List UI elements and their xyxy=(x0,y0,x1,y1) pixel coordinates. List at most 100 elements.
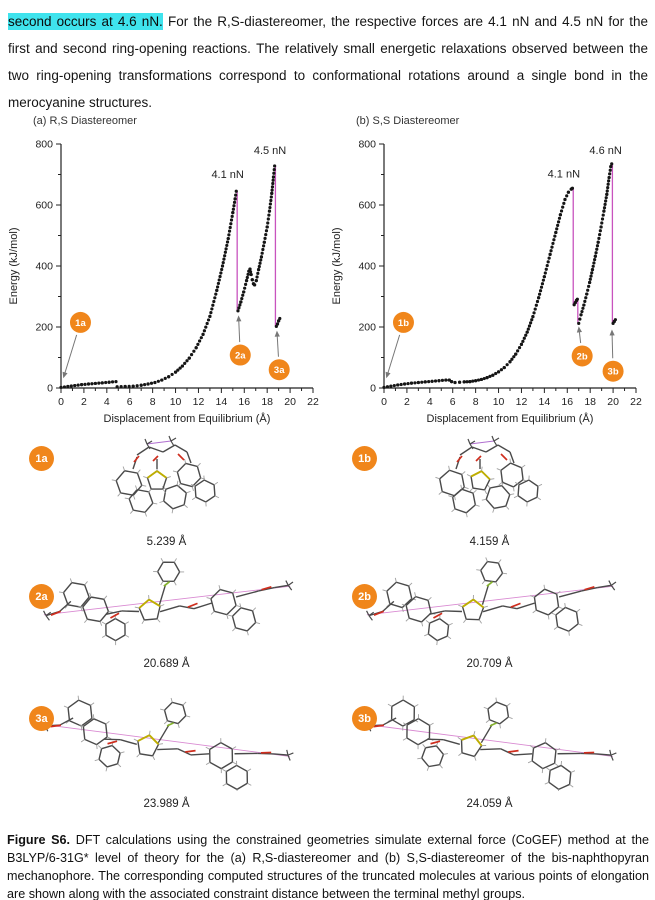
ring-opening-drops xyxy=(572,163,614,323)
svg-text:6: 6 xyxy=(450,396,456,408)
svg-text:10: 10 xyxy=(170,396,182,408)
svg-text:2: 2 xyxy=(404,396,410,408)
constraint-distance-1b: 4.159 Å xyxy=(469,536,510,548)
structure-3b: 3b 24.059 Å xyxy=(328,678,651,818)
svg-text:12: 12 xyxy=(193,396,205,408)
constraint-distance-3a: 23.989 Å xyxy=(143,798,190,810)
figure-charts: (a) R,S Diastereomer 0 2 4 6 8 10 12 14 16 18 20 22 D… xyxy=(5,108,651,434)
force-annotation: 4.1 nN xyxy=(548,169,580,181)
callout-3a: 3a xyxy=(268,330,290,381)
molecule-sketch-1b xyxy=(350,425,630,534)
svg-text:8: 8 xyxy=(150,396,156,408)
y-axis-label: Energy (kJ/mol) xyxy=(8,227,20,304)
x-axis: 0 2 4 6 8 10 12 14 16 18 20 22 xyxy=(381,388,642,408)
badge-3b: 3b xyxy=(352,706,377,731)
svg-text:4: 4 xyxy=(104,396,110,408)
badge-1b: 1b xyxy=(352,446,377,471)
svg-text:2: 2 xyxy=(81,396,87,408)
svg-text:10: 10 xyxy=(493,396,505,408)
svg-text:400: 400 xyxy=(35,261,53,273)
highlighted-text: second occurs at 4.6 nN. xyxy=(8,12,163,30)
chart-svg: (a) R,S Diastereomer 0 2 4 6 8 10 12 14 16 18 20 22 D… xyxy=(8,115,319,425)
molecule-sketch-2b xyxy=(350,547,630,656)
svg-text:0: 0 xyxy=(381,396,387,408)
callout-1a: 1a xyxy=(62,311,91,379)
paragraph-text: For the R,S-diastereomer, the respective… xyxy=(8,13,648,110)
svg-text:3a: 3a xyxy=(274,365,285,376)
structure-1a: 1a 5.239 Å xyxy=(5,435,328,556)
constraint-distance-2b: 20.709 Å xyxy=(466,658,513,670)
force-annotation: 4.5 nN xyxy=(254,145,286,157)
badge-2a: 2a xyxy=(29,584,54,609)
molecule-sketch-1a xyxy=(27,425,307,534)
molecule-svg xyxy=(366,695,617,794)
svg-text:2a: 2a xyxy=(235,351,246,362)
svg-text:200: 200 xyxy=(35,322,53,334)
callout-2a: 2a xyxy=(229,315,251,366)
svg-text:8: 8 xyxy=(473,396,479,408)
molecule-svg xyxy=(365,557,616,646)
svg-text:0: 0 xyxy=(58,396,64,408)
svg-text:22: 22 xyxy=(307,396,319,408)
callout-1b: 1b xyxy=(385,311,414,379)
cogef-chart-ss: (b) S,S Diastereomer 0 2 4 6 8 10 12 14 16 18 20 22 D… xyxy=(328,108,651,434)
molecule-sketch-3a xyxy=(27,687,307,796)
callout-3b: 3b xyxy=(602,329,624,382)
svg-text:2b: 2b xyxy=(577,351,588,362)
svg-text:18: 18 xyxy=(261,396,273,408)
svg-text:18: 18 xyxy=(584,396,596,408)
x-axis-label: Displacement from Equilibrium (Å) xyxy=(104,412,271,425)
chart-title: (a) R,S Diastereomer xyxy=(33,115,137,127)
chart-title: (b) S,S Diastereomer xyxy=(356,115,460,127)
molecule-svg xyxy=(111,435,219,517)
y-axis-label: Energy (kJ/mol) xyxy=(331,227,343,304)
svg-text:16: 16 xyxy=(561,396,573,408)
y-axis: 0 200 400 600 800 xyxy=(35,139,61,395)
molecule-sketch-2a xyxy=(27,547,307,656)
structure-2b: 2b 20.709 Å xyxy=(328,556,651,678)
svg-text:20: 20 xyxy=(607,396,619,408)
force-annotation: 4.6 nN xyxy=(589,145,621,157)
svg-text:20: 20 xyxy=(284,396,296,408)
data-points xyxy=(382,162,617,389)
body-paragraph: second occurs at 4.6 nN. For the R,S-dia… xyxy=(8,8,648,116)
figure-label: Figure S6. xyxy=(7,832,71,847)
svg-text:600: 600 xyxy=(35,200,53,212)
svg-text:800: 800 xyxy=(35,139,53,151)
svg-text:0: 0 xyxy=(47,383,53,395)
svg-text:400: 400 xyxy=(358,261,376,273)
chart-svg: (b) S,S Diastereomer 0 2 4 6 8 10 12 14 16 18 20 22 D… xyxy=(331,115,642,425)
ring-opening-drops xyxy=(236,165,277,327)
svg-text:12: 12 xyxy=(516,396,528,408)
molecule-svg xyxy=(43,695,294,794)
svg-text:14: 14 xyxy=(216,396,228,408)
structures-grid: 1a 5.239 Å 1b 4.159 Å 2a 20.689 Å 2b 20.… xyxy=(5,435,651,818)
svg-text:1a: 1a xyxy=(75,318,86,329)
svg-text:600: 600 xyxy=(358,200,376,212)
structure-1b: 1b 4.159 Å xyxy=(328,435,651,556)
y-axis: 0 200 400 600 800 xyxy=(358,139,384,395)
badge-3a: 3a xyxy=(29,706,54,731)
callout-2b: 2b xyxy=(571,326,593,367)
svg-text:14: 14 xyxy=(539,396,551,408)
x-axis-label: Displacement from Equilibrium (Å) xyxy=(427,412,594,425)
structure-3a: 3a 23.989 Å xyxy=(5,678,328,818)
badge-2b: 2b xyxy=(352,584,377,609)
figure-caption: Figure S6. DFT calculations using the co… xyxy=(7,831,649,900)
cogef-chart-rs: (a) R,S Diastereomer 0 2 4 6 8 10 12 14 16 18 20 22 D… xyxy=(5,108,328,434)
svg-text:4: 4 xyxy=(427,396,433,408)
svg-text:200: 200 xyxy=(358,322,376,334)
svg-text:3b: 3b xyxy=(608,367,619,378)
svg-text:22: 22 xyxy=(630,396,642,408)
data-points xyxy=(59,164,282,389)
badge-1a: 1a xyxy=(29,446,54,471)
constraint-distance-3b: 24.059 Å xyxy=(466,798,513,810)
molecule-sketch-3b xyxy=(350,687,630,796)
molecule-svg xyxy=(434,435,542,518)
structure-2a: 2a 20.689 Å xyxy=(5,556,328,678)
svg-text:1b: 1b xyxy=(398,318,409,329)
svg-text:6: 6 xyxy=(127,396,133,408)
svg-text:800: 800 xyxy=(358,139,376,151)
constraint-distance-2a: 20.689 Å xyxy=(143,658,190,670)
